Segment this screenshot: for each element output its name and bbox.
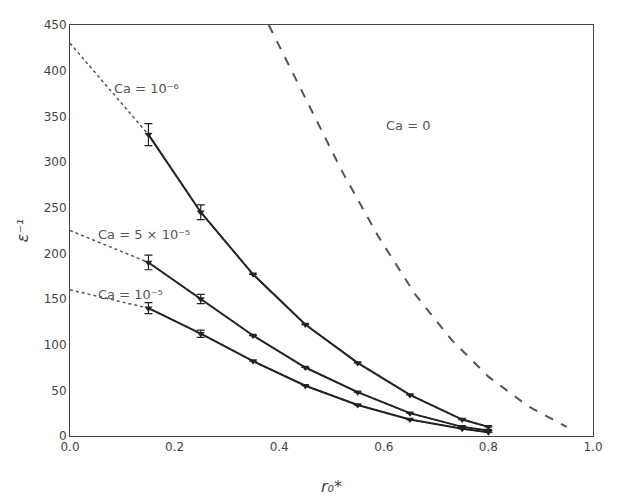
svg-text:350: 350: [44, 110, 67, 124]
svg-text:400: 400: [44, 64, 67, 78]
svg-text:Ca = 10⁻⁶: Ca = 10⁻⁶: [114, 81, 179, 96]
svg-text:ε⁻¹: ε⁻¹: [13, 219, 32, 243]
svg-text:0: 0: [59, 429, 67, 443]
svg-text:0.8: 0.8: [479, 440, 498, 454]
svg-text:0.2: 0.2: [165, 440, 184, 454]
svg-text:100: 100: [44, 338, 67, 352]
svg-text:50: 50: [51, 384, 66, 398]
svg-text:Ca = 10⁻⁵: Ca = 10⁻⁵: [98, 287, 163, 302]
svg-text:150: 150: [44, 292, 67, 306]
svg-text:0.0: 0.0: [60, 440, 79, 454]
svg-text:300: 300: [44, 155, 67, 169]
svg-text:r₀*: r₀*: [321, 477, 342, 496]
svg-text:200: 200: [44, 247, 67, 261]
svg-text:0.4: 0.4: [270, 440, 289, 454]
svg-text:250: 250: [44, 201, 67, 215]
svg-text:450: 450: [44, 18, 67, 32]
svg-text:0.6: 0.6: [374, 440, 393, 454]
svg-text:Ca = 0: Ca = 0: [386, 118, 430, 133]
svg-text:1.0: 1.0: [583, 440, 602, 454]
svg-text:Ca = 5 × 10⁻⁵: Ca = 5 × 10⁻⁵: [98, 227, 190, 242]
